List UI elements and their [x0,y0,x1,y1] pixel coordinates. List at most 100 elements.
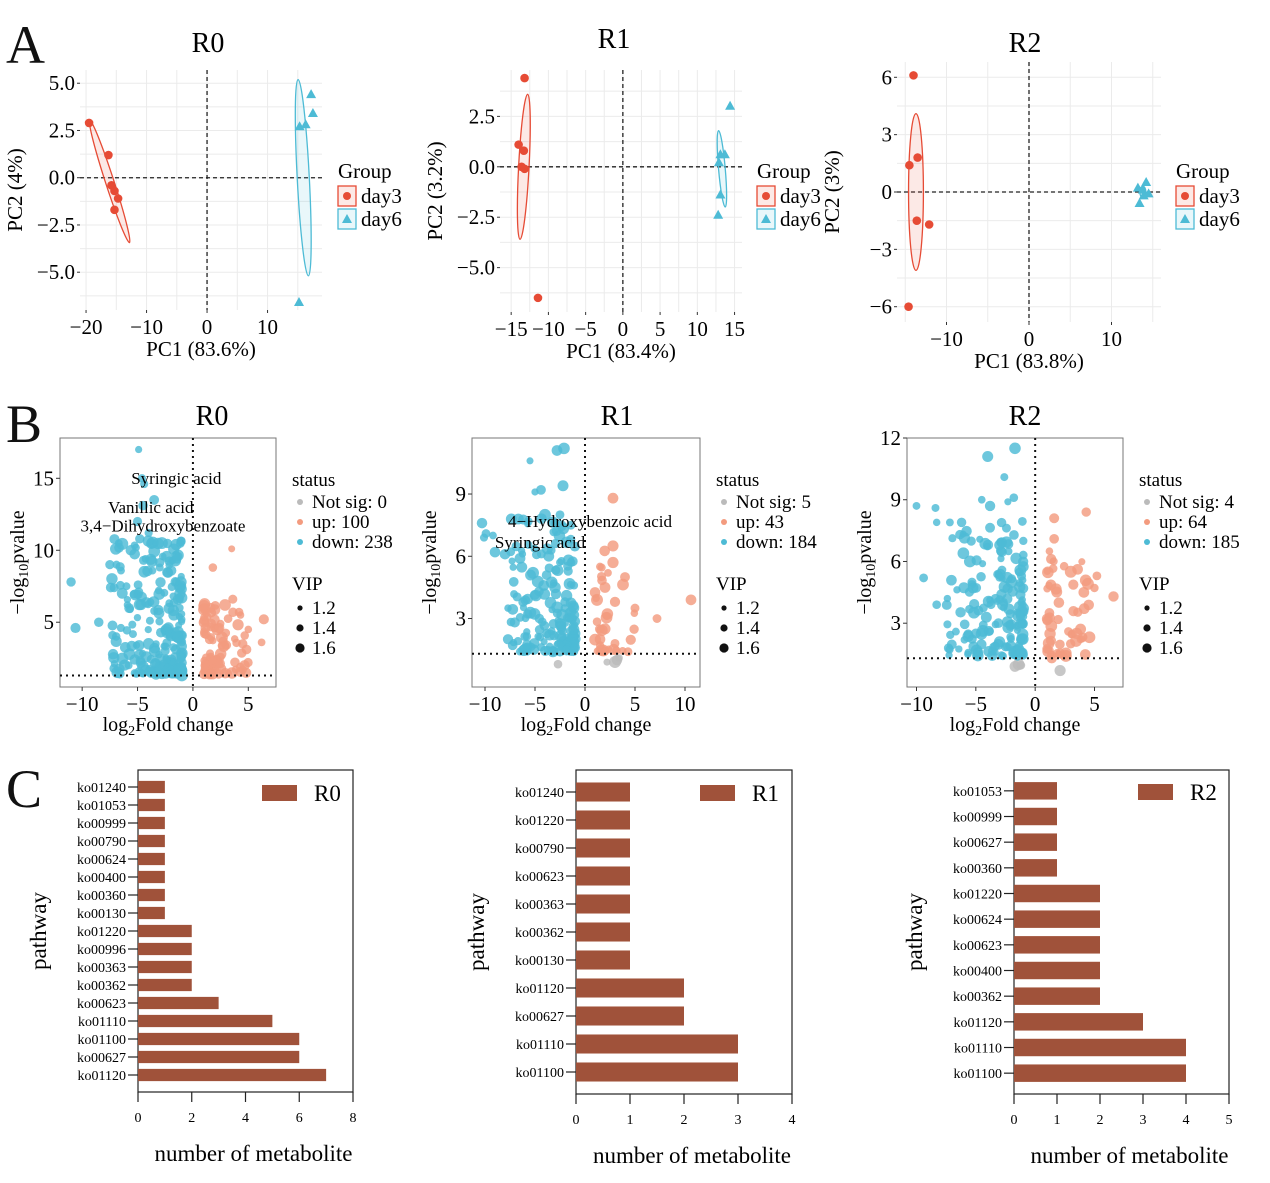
x-tick-label: 0 [188,692,199,716]
volcano-point-up [1108,591,1119,602]
volcano-point-down [176,654,185,664]
legend-status-label-down: down: 238 [312,532,393,553]
volcano-point-down [108,630,117,640]
volcano-point-down [548,606,556,614]
volcano-point-up [1090,583,1099,593]
legend-title: Group [338,159,392,183]
point-day6 [307,107,318,117]
y-tick-label: ko00400 [77,871,126,886]
point-day3 [912,216,922,225]
bar-ko00627 [1014,833,1057,851]
volcano-point-up [599,545,610,557]
point-day6 [715,189,726,199]
legend-vip-label: 1.6 [1159,638,1183,659]
y-tick-label: ko00130 [77,907,126,922]
y-tick-label: ko00623 [515,870,564,885]
x-tick-label: 4 [1183,1113,1190,1128]
volcano-point-down [523,517,533,526]
volcano-point-up [240,667,252,679]
bar-ko00130 [138,906,165,920]
volcano-point-down [967,580,977,589]
x-axis-label: number of metabolite [593,1143,791,1168]
x-tick-label: 6 [296,1111,303,1126]
x-tick-label: 2 [1097,1113,1104,1128]
volcano-point-down [517,547,526,555]
volcano-point-up [617,578,629,591]
point-day6 [306,89,317,99]
volcano-point-down [162,663,174,675]
volcano-point-up [602,612,611,621]
volcano-point-up [1045,581,1053,590]
y-tick-label: 3 [456,607,467,631]
x-tick-label: 4 [242,1111,249,1126]
legend-status-marker-down [1144,539,1150,545]
legend-vip-title: VIP [292,574,323,595]
volcano-point-down [129,654,140,665]
metabolite-annotation: Syringic acid [495,533,586,552]
y-tick-label: 3 [882,123,893,147]
volcano-point-down [570,643,579,652]
point-day3 [520,73,529,83]
y-tick-label: ko01110 [954,1042,1002,1057]
legend-vip-marker [1142,643,1152,653]
volcano-point-down [1007,574,1017,584]
volcano-point-down [569,541,580,552]
y-tick-label: 6 [882,65,893,89]
volcano-point-up [230,635,239,643]
y-tick-label: −2.5 [37,213,75,237]
volcano-point-down [557,480,569,492]
y-tick-label: −5.0 [457,256,495,280]
x-tick-label: 0 [1011,1113,1018,1128]
x-tick-label: −5 [965,692,987,716]
volcano-point-down [126,605,134,614]
volcano-point-down [138,500,148,511]
panel-label-b: B [6,394,43,454]
y-tick-label: ko01053 [77,799,126,814]
metabolite-annotation: Vanillic acid [108,498,194,517]
legend-status-marker-up [1144,519,1150,525]
volcano-point-down [116,652,129,665]
y-tick-label: 3 [891,611,902,635]
x-tick-label: 8 [350,1111,357,1126]
point-day6 [294,296,305,306]
bar-ko00999 [1014,807,1057,826]
legend-vip-marker [721,605,727,611]
point-day3 [909,71,918,80]
volcano-point-up [199,615,210,626]
bar-ko01110 [576,1034,738,1054]
x-axis-label: PC1 (83.8%) [974,349,1084,373]
volcano-point-down [982,539,994,550]
volcano-point-up [228,594,238,604]
volcano-point-down [534,586,544,597]
volcano-point-down [107,620,118,631]
volcano-point-down [979,603,988,613]
bar-ko00624 [138,852,165,866]
volcano-point-down [956,517,967,528]
confidence-ellipse-day6 [716,129,728,208]
bar-ko00627 [576,1006,684,1026]
volcano-point-down [1012,610,1024,622]
volcano-point-down [932,600,941,610]
x-tick-label: 3 [1140,1113,1147,1128]
y-tick-label: ko00627 [77,1051,126,1066]
y-tick-label: ko00999 [77,817,126,832]
volcano-point-down [144,528,153,538]
volcano-point-down [519,604,527,612]
y-tick-label: 2.5 [49,118,75,142]
volcano-point-down [536,513,547,524]
bar-ko01240 [138,780,165,794]
volcano-point-up [244,625,253,634]
x-tick-label: 0 [573,1113,580,1128]
legend-status-title: status [716,470,759,491]
x-tick-label: 0 [618,317,629,341]
x-tick-label: 1 [627,1113,634,1128]
volcano-plot-r2: −10 −5 0 5 3 6 9 12 R2 log2Fold change −log10pvalu… [854,401,1240,739]
bar-ko01110 [138,1014,273,1028]
volcano-point-up [1083,631,1096,644]
y-tick-label: ko00400 [953,965,1002,980]
x-tick-label: −5 [524,692,546,716]
y-tick-label: ko00363 [515,898,564,913]
volcano-point-down [996,517,1007,528]
volcano-point-down [171,665,181,675]
